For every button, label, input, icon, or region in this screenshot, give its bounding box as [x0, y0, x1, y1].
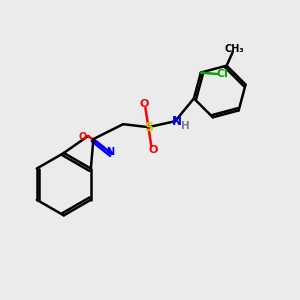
Text: N: N: [172, 115, 182, 128]
Text: O: O: [148, 145, 158, 155]
Text: N: N: [106, 147, 114, 157]
Text: CH₃: CH₃: [224, 44, 244, 54]
Text: H: H: [181, 121, 190, 131]
Text: O: O: [79, 133, 87, 142]
Text: O: O: [139, 99, 148, 109]
Text: Cl: Cl: [217, 69, 229, 79]
Text: S: S: [144, 121, 153, 134]
